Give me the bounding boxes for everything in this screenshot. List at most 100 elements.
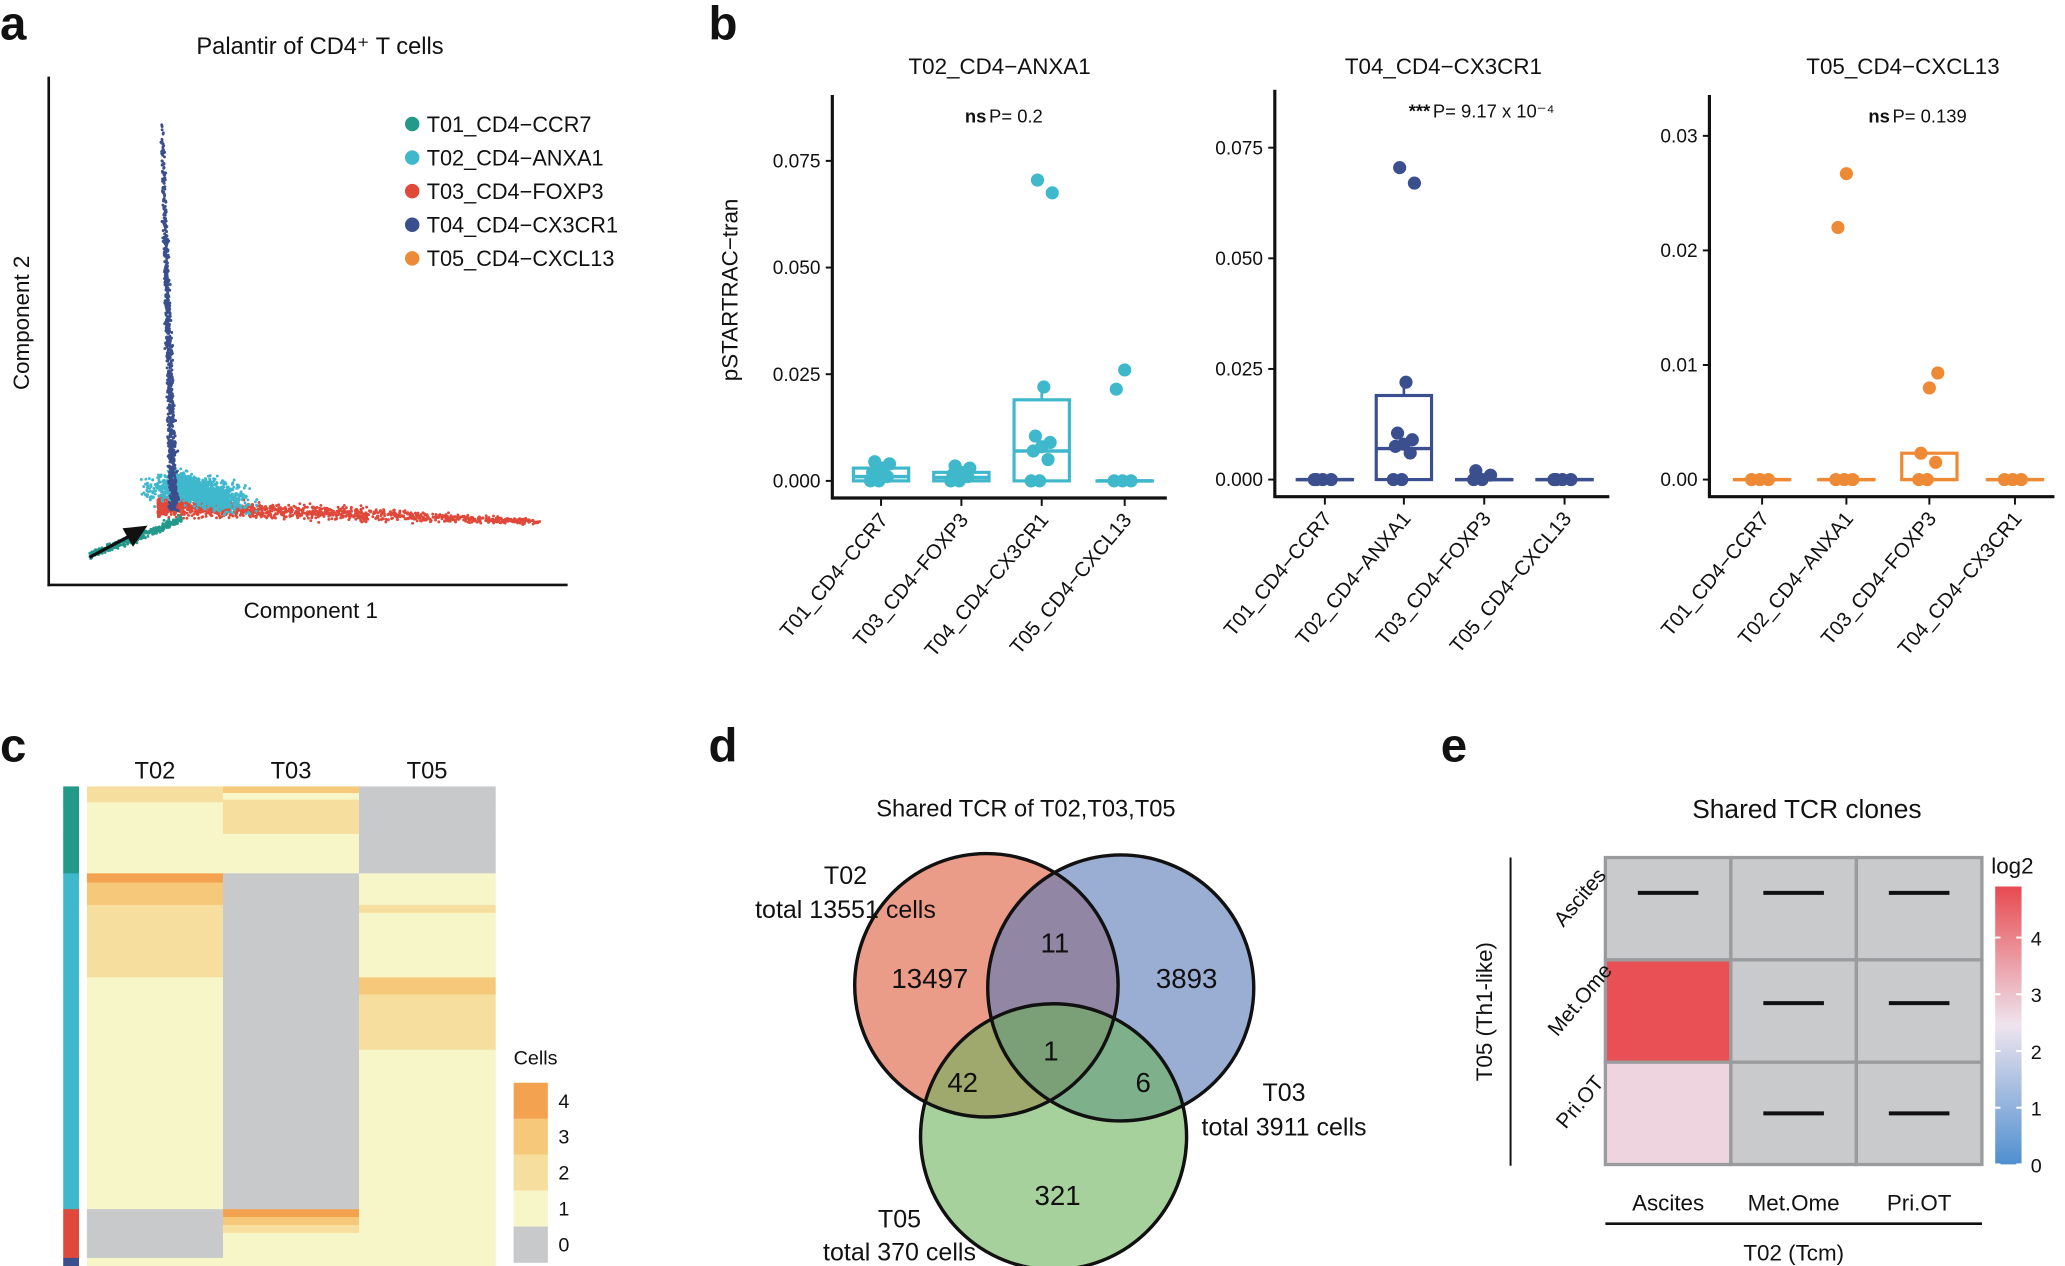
data-point bbox=[1028, 429, 1042, 443]
heatmap-cell bbox=[359, 873, 496, 884]
point-t02 bbox=[244, 505, 247, 509]
y-tick-label: 0.075 bbox=[773, 151, 821, 172]
heatmap-cell bbox=[86, 977, 224, 996]
point-t03 bbox=[428, 517, 432, 521]
point-t04 bbox=[172, 504, 176, 508]
point-t04 bbox=[173, 443, 177, 446]
point-t04 bbox=[168, 370, 172, 374]
point-t03 bbox=[365, 505, 369, 509]
point-t02 bbox=[222, 513, 226, 517]
panel-title: T04_CD4−CX3CR1 bbox=[1345, 54, 1542, 79]
point-t04 bbox=[162, 213, 166, 217]
point-t02 bbox=[232, 478, 236, 482]
point-t04 bbox=[164, 252, 168, 256]
point-t02 bbox=[187, 489, 191, 493]
point-t04 bbox=[173, 466, 177, 470]
point-t02 bbox=[145, 483, 149, 487]
point-t03 bbox=[359, 507, 363, 511]
point-t02 bbox=[179, 467, 183, 471]
legend-label: T04_CD4−CX3CR1 bbox=[427, 213, 618, 238]
point-t04 bbox=[172, 464, 176, 467]
point-t03 bbox=[361, 514, 365, 517]
point-t02 bbox=[242, 486, 246, 490]
heatmap-cell bbox=[1603, 958, 1733, 1064]
point-t01 bbox=[155, 531, 159, 535]
x-axis-label: T02 (Tcm) bbox=[1743, 1241, 1844, 1266]
point-t03 bbox=[528, 520, 532, 524]
point-t02 bbox=[226, 510, 230, 514]
point-t03 bbox=[377, 518, 381, 522]
point-t03 bbox=[197, 508, 201, 512]
point-t03 bbox=[260, 509, 264, 513]
point-t03 bbox=[349, 507, 353, 511]
scatter-points bbox=[88, 123, 542, 560]
point-t03 bbox=[336, 505, 340, 509]
point-t02 bbox=[221, 479, 225, 483]
data-point bbox=[1043, 435, 1057, 450]
point-t03 bbox=[510, 518, 514, 522]
legend-label: 4 bbox=[558, 1091, 569, 1113]
point-t04 bbox=[174, 450, 178, 454]
point-t04 bbox=[167, 239, 171, 243]
point-t04 bbox=[165, 337, 169, 341]
point-t04 bbox=[165, 277, 169, 281]
heatmap-cell bbox=[1854, 958, 1984, 1064]
heatmap-cell bbox=[86, 793, 224, 801]
point-t03 bbox=[193, 516, 196, 520]
point-t01 bbox=[157, 526, 161, 530]
data-point bbox=[1831, 220, 1845, 235]
data-point bbox=[1929, 455, 1943, 469]
point-t03 bbox=[451, 518, 455, 522]
point-t03 bbox=[263, 514, 267, 518]
point-t03 bbox=[318, 508, 322, 512]
point-t02 bbox=[163, 495, 166, 499]
point-t03 bbox=[177, 504, 181, 508]
p-value: P= 9.17 x 10⁻⁴ bbox=[1433, 100, 1555, 121]
panel-label-e: e bbox=[1441, 719, 1467, 772]
point-t04 bbox=[161, 150, 165, 154]
point-t04 bbox=[173, 490, 177, 494]
point-t03 bbox=[159, 505, 163, 509]
point-t03 bbox=[359, 504, 363, 508]
point-t03 bbox=[302, 503, 306, 507]
point-t02 bbox=[185, 483, 189, 487]
group-bar bbox=[63, 1209, 80, 1218]
heatmap-cell bbox=[359, 786, 496, 794]
point-t04 bbox=[166, 419, 170, 423]
point-t04 bbox=[165, 234, 169, 238]
row-label: Ascites bbox=[1550, 864, 1611, 931]
point-t03 bbox=[343, 509, 347, 513]
point-t03 bbox=[169, 513, 173, 516]
point-t04 bbox=[171, 493, 175, 497]
point-t04 bbox=[166, 374, 169, 377]
point-t03 bbox=[311, 509, 315, 513]
point-t03 bbox=[384, 517, 388, 521]
point-t03 bbox=[295, 513, 299, 517]
heatmap-cell bbox=[222, 1049, 360, 1210]
point-t04 bbox=[169, 458, 173, 462]
point-t04 bbox=[170, 448, 174, 452]
point-t02 bbox=[198, 487, 202, 491]
point-t02 bbox=[182, 499, 186, 503]
p-value: P= 0.2 bbox=[989, 106, 1043, 127]
panel-a-scatter: Palantir of CD4⁺ T cells Component 1 Compo… bbox=[9, 34, 618, 623]
point-t02 bbox=[231, 496, 235, 499]
point-t04 bbox=[162, 206, 166, 210]
point-t02 bbox=[202, 504, 206, 508]
heatmap-cell bbox=[222, 977, 360, 996]
point-t04 bbox=[160, 159, 164, 163]
column-label: Pri.OT bbox=[1887, 1190, 1952, 1215]
set-total: total 370 cells bbox=[823, 1239, 976, 1266]
point-t04 bbox=[175, 493, 179, 497]
point-t02 bbox=[147, 477, 151, 480]
legend-marker bbox=[404, 251, 420, 266]
y-tick-label: 0.075 bbox=[1215, 138, 1263, 159]
point-t02 bbox=[184, 487, 188, 491]
point-t03 bbox=[357, 513, 361, 517]
point-t04 bbox=[163, 268, 167, 272]
point-t04 bbox=[170, 375, 174, 379]
point-t04 bbox=[164, 259, 168, 263]
data-point bbox=[1914, 446, 1928, 460]
point-t03 bbox=[158, 499, 162, 503]
point-t03 bbox=[274, 512, 278, 515]
